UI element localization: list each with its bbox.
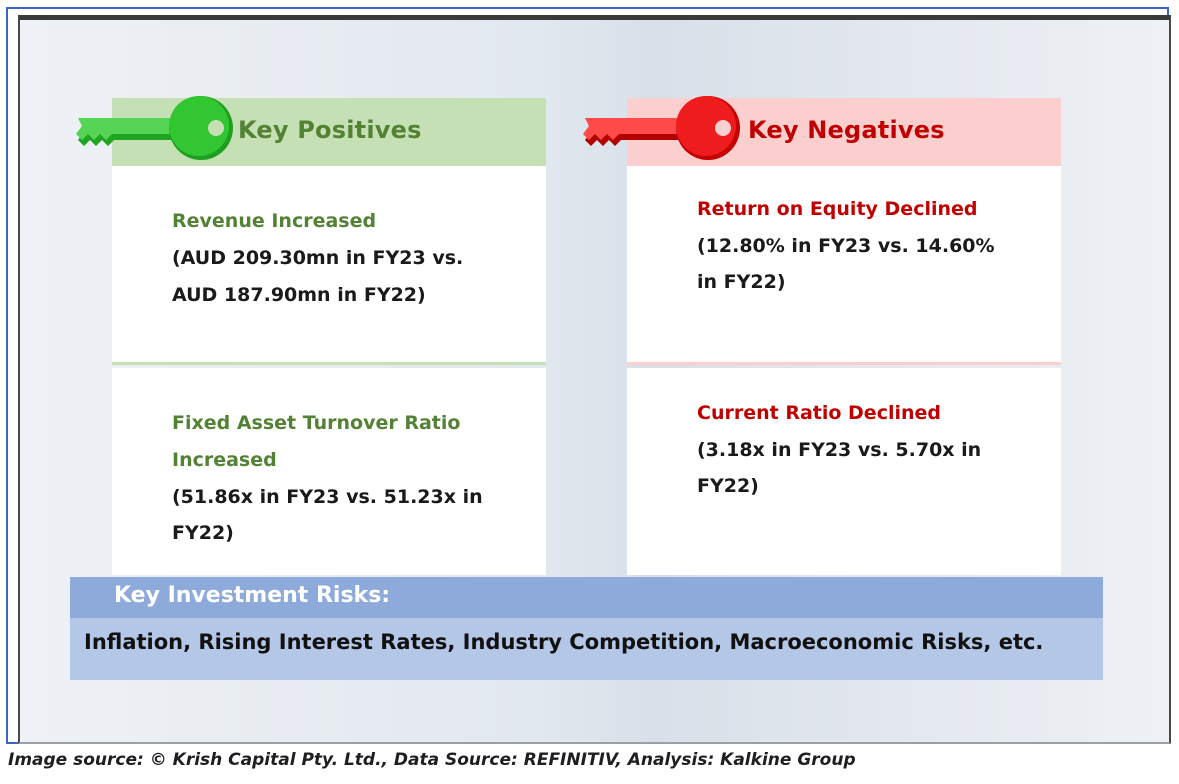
negatives-panel-top (627, 166, 1061, 362)
positive-item-2-line-2: FY22) (172, 522, 234, 544)
red-key-icon (583, 96, 740, 160)
image-caption: Image source: © Krish Capital Pty. Ltd.,… (8, 750, 856, 770)
negative-item-2-line-2: FY22) (697, 475, 759, 497)
risks-header-title: Key Investment Risks: (114, 583, 391, 608)
positives-panel-bottom (112, 368, 546, 575)
positive-item-1-line-1: (AUD 209.30mn in FY23 vs. (172, 247, 464, 269)
positive-item-2-title-line-2: Increased (172, 449, 277, 471)
positives-panel-top (112, 166, 546, 362)
negatives-separator (627, 362, 1061, 365)
positive-item-1-line-2: AUD 187.90mn in FY22) (172, 284, 426, 306)
risks-header: Key Investment Risks: (70, 577, 1103, 618)
risks-body: Inflation, Rising Interest Rates, Indust… (70, 618, 1103, 680)
risks-body-text: Inflation, Rising Interest Rates, Indust… (84, 630, 1044, 654)
negatives-panel-bottom (627, 368, 1061, 575)
negative-item-2-line-1: (3.18x in FY23 vs. 5.70x in (697, 439, 982, 461)
positive-item-1-title: Revenue Increased (172, 210, 377, 232)
negative-item-1-line-1: (12.80% in FY23 vs. 14.60% (697, 235, 995, 257)
positive-item-2-line-1: (51.86x in FY23 vs. 51.23x in (172, 486, 483, 508)
negatives-header-title: Key Negatives (748, 116, 945, 144)
positives-separator (112, 362, 546, 365)
negative-item-2-title: Current Ratio Declined (697, 402, 941, 424)
green-key-icon (76, 96, 233, 160)
negative-item-1-line-2: in FY22) (697, 271, 786, 293)
positive-item-2-title-line-1: Fixed Asset Turnover Ratio (172, 412, 461, 434)
positives-header-title: Key Positives (238, 116, 422, 144)
negative-item-1-title: Return on Equity Declined (697, 198, 978, 220)
